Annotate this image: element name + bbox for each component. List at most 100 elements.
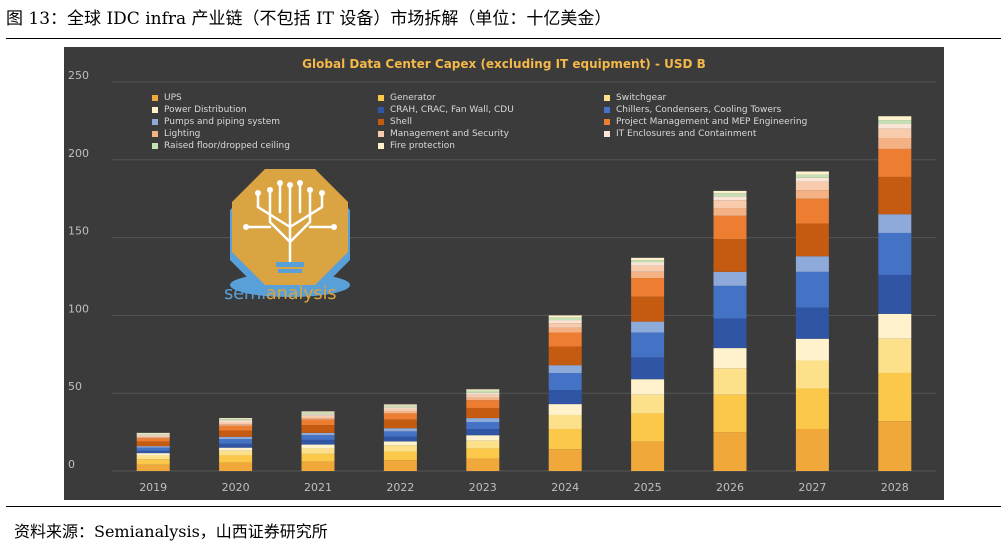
y-tick-label: 50 [68,380,82,393]
bar-segment [383,445,417,452]
bar-segment [631,413,665,442]
bar-segment [795,190,829,199]
bar-segment [878,138,912,149]
bar-segment [795,177,829,182]
bar-segment [219,450,253,456]
bar-segment [795,181,829,191]
bar-segment [631,260,665,263]
bar-segment [795,338,829,361]
legend-swatch [378,130,384,137]
legend-item: Fire protection [378,140,604,151]
bar-segment [219,418,253,420]
bar-segment [713,200,747,209]
figure-title: 图 13：全球 IDC infra 产业链（不包括 IT 设备）市场拆解（单位：… [6,9,612,29]
bar-segment [713,196,747,201]
bar-segment [466,418,500,422]
bar-segment [383,408,417,412]
bar-segment [795,171,829,175]
legend-swatch [152,142,158,149]
bar-segment [466,397,500,401]
x-tick-label: 2025 [634,481,662,494]
bar-segment [631,257,665,261]
legend-swatch [378,106,384,113]
bar-segment [301,425,335,433]
bar-segment [713,239,747,272]
bar-segment [713,193,747,197]
bar-segment [795,198,829,224]
bar-segment [136,453,170,456]
bar-segment [383,419,417,429]
bar-segment [795,360,829,389]
bar-segment [383,411,417,414]
bar-segment [548,317,582,321]
legend-item: CRAH, CRAC, Fan Wall, CDU [378,104,604,115]
legend-label: UPS [164,92,182,103]
bar-segment [301,419,335,426]
bar-segment [383,451,417,461]
bar-segment [795,223,829,257]
bar-segment [383,407,417,409]
bar-segment [301,453,335,462]
bar-segment [466,390,500,393]
bar-segment [795,271,829,308]
bar-segment [878,116,912,121]
bar-segment [219,425,253,431]
bar-segment [383,405,417,408]
legend-item: Power Distribution [152,104,378,115]
x-tick-label: 2024 [551,481,579,494]
y-tick-label: 0 [68,458,75,471]
y-tick-label: 150 [68,225,89,238]
bar-segment [713,348,747,369]
bar-segment [136,464,170,471]
legend-label: Project Management and MEP Engineering [616,116,808,127]
x-tick-label: 2022 [386,481,414,494]
legend-swatch [152,130,158,137]
bar-segment [301,439,335,445]
bar-segment [136,435,170,438]
bar-segment [219,421,253,425]
bar-segment [219,455,253,463]
bar-segment [878,372,912,422]
bar-segment [383,404,417,406]
bar-segment [466,400,500,408]
bar-segment [631,441,665,471]
bar-segment [548,449,582,471]
x-tick-label: 2028 [881,481,909,494]
bar-segment [219,462,253,471]
bar-segment [383,436,417,442]
x-tick-label: 2027 [798,481,826,494]
bar-segment [878,338,912,373]
legend-label: CRAH, CRAC, Fan Wall, CDU [390,104,514,115]
bar-segment [548,414,582,429]
bar-segment [136,432,170,434]
bar-segment [713,215,747,240]
bar-segment [466,392,500,395]
bar-segment [713,285,747,319]
bar-segment [301,448,335,454]
logo-text-part2: analysis [265,283,337,304]
bar-segment [301,412,335,415]
y-tick-label: 100 [68,302,89,315]
bar-segment [878,421,912,471]
legend-swatch [378,94,384,101]
legend-item: Chillers, Condensers, Cooling Towers [604,104,852,115]
legend-swatch [604,130,610,137]
bar-segment [301,435,335,440]
y-tick-label: 250 [68,69,89,82]
bar-segment [548,315,582,318]
y-tick-label: 200 [68,147,89,160]
bar-segment [136,446,170,448]
bar-segment [631,394,665,414]
bar-segment [631,271,665,279]
bar-segment [548,428,582,450]
bar-segment [301,411,335,413]
bar-segment [631,278,665,297]
bar-segment [878,124,912,129]
logo-text-part1: semi [224,283,266,304]
legend-item: Management and Security [378,128,604,139]
bar-segment [548,327,582,333]
bar-segment [631,265,665,272]
bar-segment [713,432,747,471]
legend-label: Fire protection [390,140,455,151]
logo-text: semianalysis [224,283,337,304]
